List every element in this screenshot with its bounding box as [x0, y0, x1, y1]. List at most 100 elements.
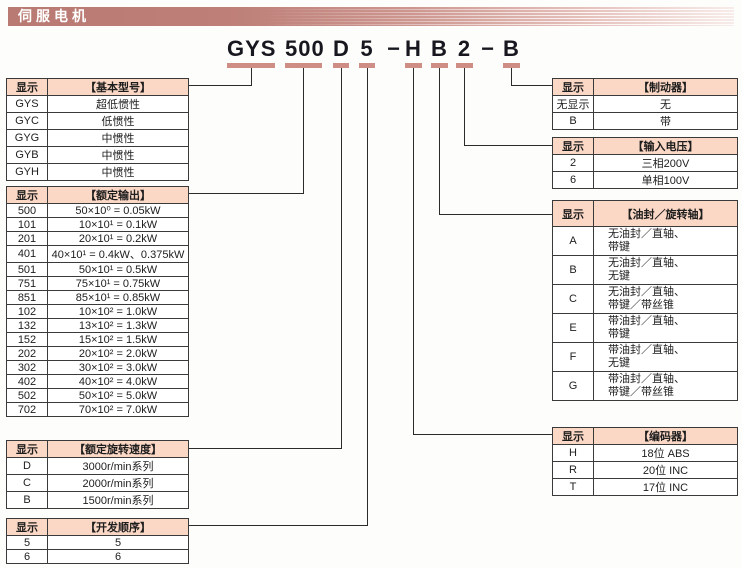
model-segment-text: 5 — [360, 36, 374, 61]
table-row: 302 30×10² = 3.0kW — [6, 360, 189, 375]
connector-line — [413, 68, 414, 434]
code-cell: 2 — [552, 154, 594, 172]
table-row: 501 50×10¹ = 0.5kW — [6, 262, 189, 277]
code-cell: R — [552, 461, 594, 479]
desc-cell: 13×10² = 1.3kW — [47, 318, 189, 333]
code-cell: 501 — [6, 262, 48, 277]
desc-cell: 50×10⁰ = 0.05kW — [47, 203, 189, 218]
model-segment-text: 500 — [285, 36, 325, 61]
page-title: 伺服电机 — [18, 8, 90, 24]
connector-line — [511, 68, 512, 85]
code-cell: A — [552, 226, 594, 256]
table-row: 无显示无 — [552, 95, 738, 113]
table-row: F 带油封／直轴、 无键 — [552, 342, 738, 372]
column-header-code: 显示 — [6, 186, 48, 204]
model-segment-voltage: 2 — [456, 38, 473, 68]
desc-cell: 20×10² = 2.0kW — [47, 346, 189, 361]
table-header-row: 显示 【油封／旋转轴】 — [552, 200, 738, 227]
connector-line — [303, 68, 304, 193]
code-cell: GYS — [6, 95, 48, 113]
desc-cell: 低惯性 — [47, 112, 189, 130]
table-row: E 带油封／直轴、 带键 — [552, 313, 738, 343]
table-rated-output: 显示 【额定输出】 500 50×10⁰ = 0.05kW 101 10×10¹ = 0.… — [6, 186, 189, 417]
table-row: 152 15×10² = 1.5kW — [6, 332, 189, 347]
model-segment-text: GYS — [227, 36, 277, 61]
code-cell: 302 — [6, 360, 48, 375]
code-cell: T — [552, 478, 594, 496]
column-header-code: 显示 — [6, 518, 48, 536]
column-header-desc: 【额定旋转速度】 — [47, 440, 189, 458]
segment-underline — [405, 63, 422, 68]
table-row: 751 75×10¹ = 0.75kW — [6, 276, 189, 291]
table-row: 702 70×10² = 7.0kW — [6, 402, 189, 417]
code-cell: 102 — [6, 304, 48, 319]
segment-underline — [456, 63, 473, 68]
table-row: GYS 超低惯性 — [6, 95, 189, 113]
desc-cell: 带油封／直轴、 带键 — [593, 313, 738, 343]
table-row: 102 10×10² = 1.0kW — [6, 304, 189, 319]
code-cell: E — [552, 313, 594, 343]
connector-line — [464, 68, 465, 145]
model-segment-text: − — [481, 36, 495, 61]
connector-line — [251, 68, 252, 85]
segment-underline — [503, 63, 520, 68]
desc-cell: 3000r/min系列 — [47, 457, 189, 475]
table-row: H 18位 ABS — [552, 444, 738, 462]
code-cell: GYB — [6, 146, 48, 164]
table-header-row: 显示 【开发顺序】 — [6, 518, 189, 536]
model-segment-text: − — [387, 36, 401, 61]
code-cell: 101 — [6, 217, 48, 232]
section-header-bar: 伺服电机 — [8, 7, 734, 26]
code-cell: H — [552, 444, 594, 462]
code-cell: GYC — [6, 112, 48, 130]
desc-cell: 50×10¹ = 0.5kW — [47, 262, 189, 277]
desc-cell: 无油封／直轴、 带键／带丝锥 — [593, 284, 738, 314]
desc-cell: 40×10¹ = 0.4kW、0.375kW — [47, 245, 189, 263]
column-header-desc: 【输入电压】 — [593, 137, 738, 155]
table-row: GYB 中惯性 — [6, 146, 189, 164]
desc-cell: 2000r/min系列 — [47, 474, 189, 492]
code-cell: 无显示 — [552, 95, 594, 113]
desc-cell: 15×10² = 1.5kW — [47, 332, 189, 347]
connector-line — [341, 68, 342, 448]
code-cell: C — [6, 474, 48, 492]
table-row: B 无油封／直轴、 无键 — [552, 255, 738, 285]
code-cell: B — [552, 112, 594, 130]
model-segment-oilseal: B — [431, 38, 448, 68]
desc-cell: 18位 ABS — [593, 444, 738, 462]
code-cell: 500 — [6, 203, 48, 218]
code-cell: GYH — [6, 163, 48, 181]
table-row: 202 20×10² = 2.0kW — [6, 346, 189, 361]
connector-line — [464, 145, 552, 146]
desc-cell: 带油封／直轴、 无键 — [593, 342, 738, 372]
desc-cell: 20位 INC — [593, 461, 738, 479]
table-row: 502 50×10² = 5.0kW — [6, 388, 189, 403]
column-header-code: 显示 — [552, 427, 594, 445]
table-header-row: 显示 【额定输出】 — [6, 186, 189, 204]
model-segment-output: 500 — [285, 36, 325, 68]
table-row: 500 50×10⁰ = 0.05kW — [6, 203, 189, 218]
code-cell: 6 — [552, 171, 594, 189]
column-header-code: 显示 — [552, 78, 594, 96]
desc-cell: 5 — [47, 535, 189, 550]
column-header-code: 显示 — [6, 440, 48, 458]
table-row: 402 40×10² = 4.0kW — [6, 374, 189, 389]
desc-cell: 17位 INC — [593, 478, 738, 496]
desc-cell: 中惯性 — [47, 163, 189, 181]
segment-underline — [227, 63, 275, 68]
model-segment-dev: 5 — [359, 38, 375, 68]
table-input-voltage: 显示 【输入电压】 2 三相200V 6 单相100V — [552, 137, 738, 189]
table-header-row: 显示 【额定旋转速度】 — [6, 440, 189, 458]
table-row: R 20位 INC — [552, 461, 738, 479]
desc-cell: 无油封／直轴、 无键 — [593, 255, 738, 285]
model-segment-text: 2 — [457, 36, 472, 61]
table-row: B 1500r/min系列 — [6, 491, 189, 509]
table-header-row: 显示 【编码器】 — [552, 427, 738, 445]
column-header-desc: 【开发顺序】 — [47, 518, 189, 536]
code-cell: 132 — [6, 318, 48, 333]
table-row: C 2000r/min系列 — [6, 474, 189, 492]
code-cell: 851 — [6, 290, 48, 305]
code-cell: 202 — [6, 346, 48, 361]
